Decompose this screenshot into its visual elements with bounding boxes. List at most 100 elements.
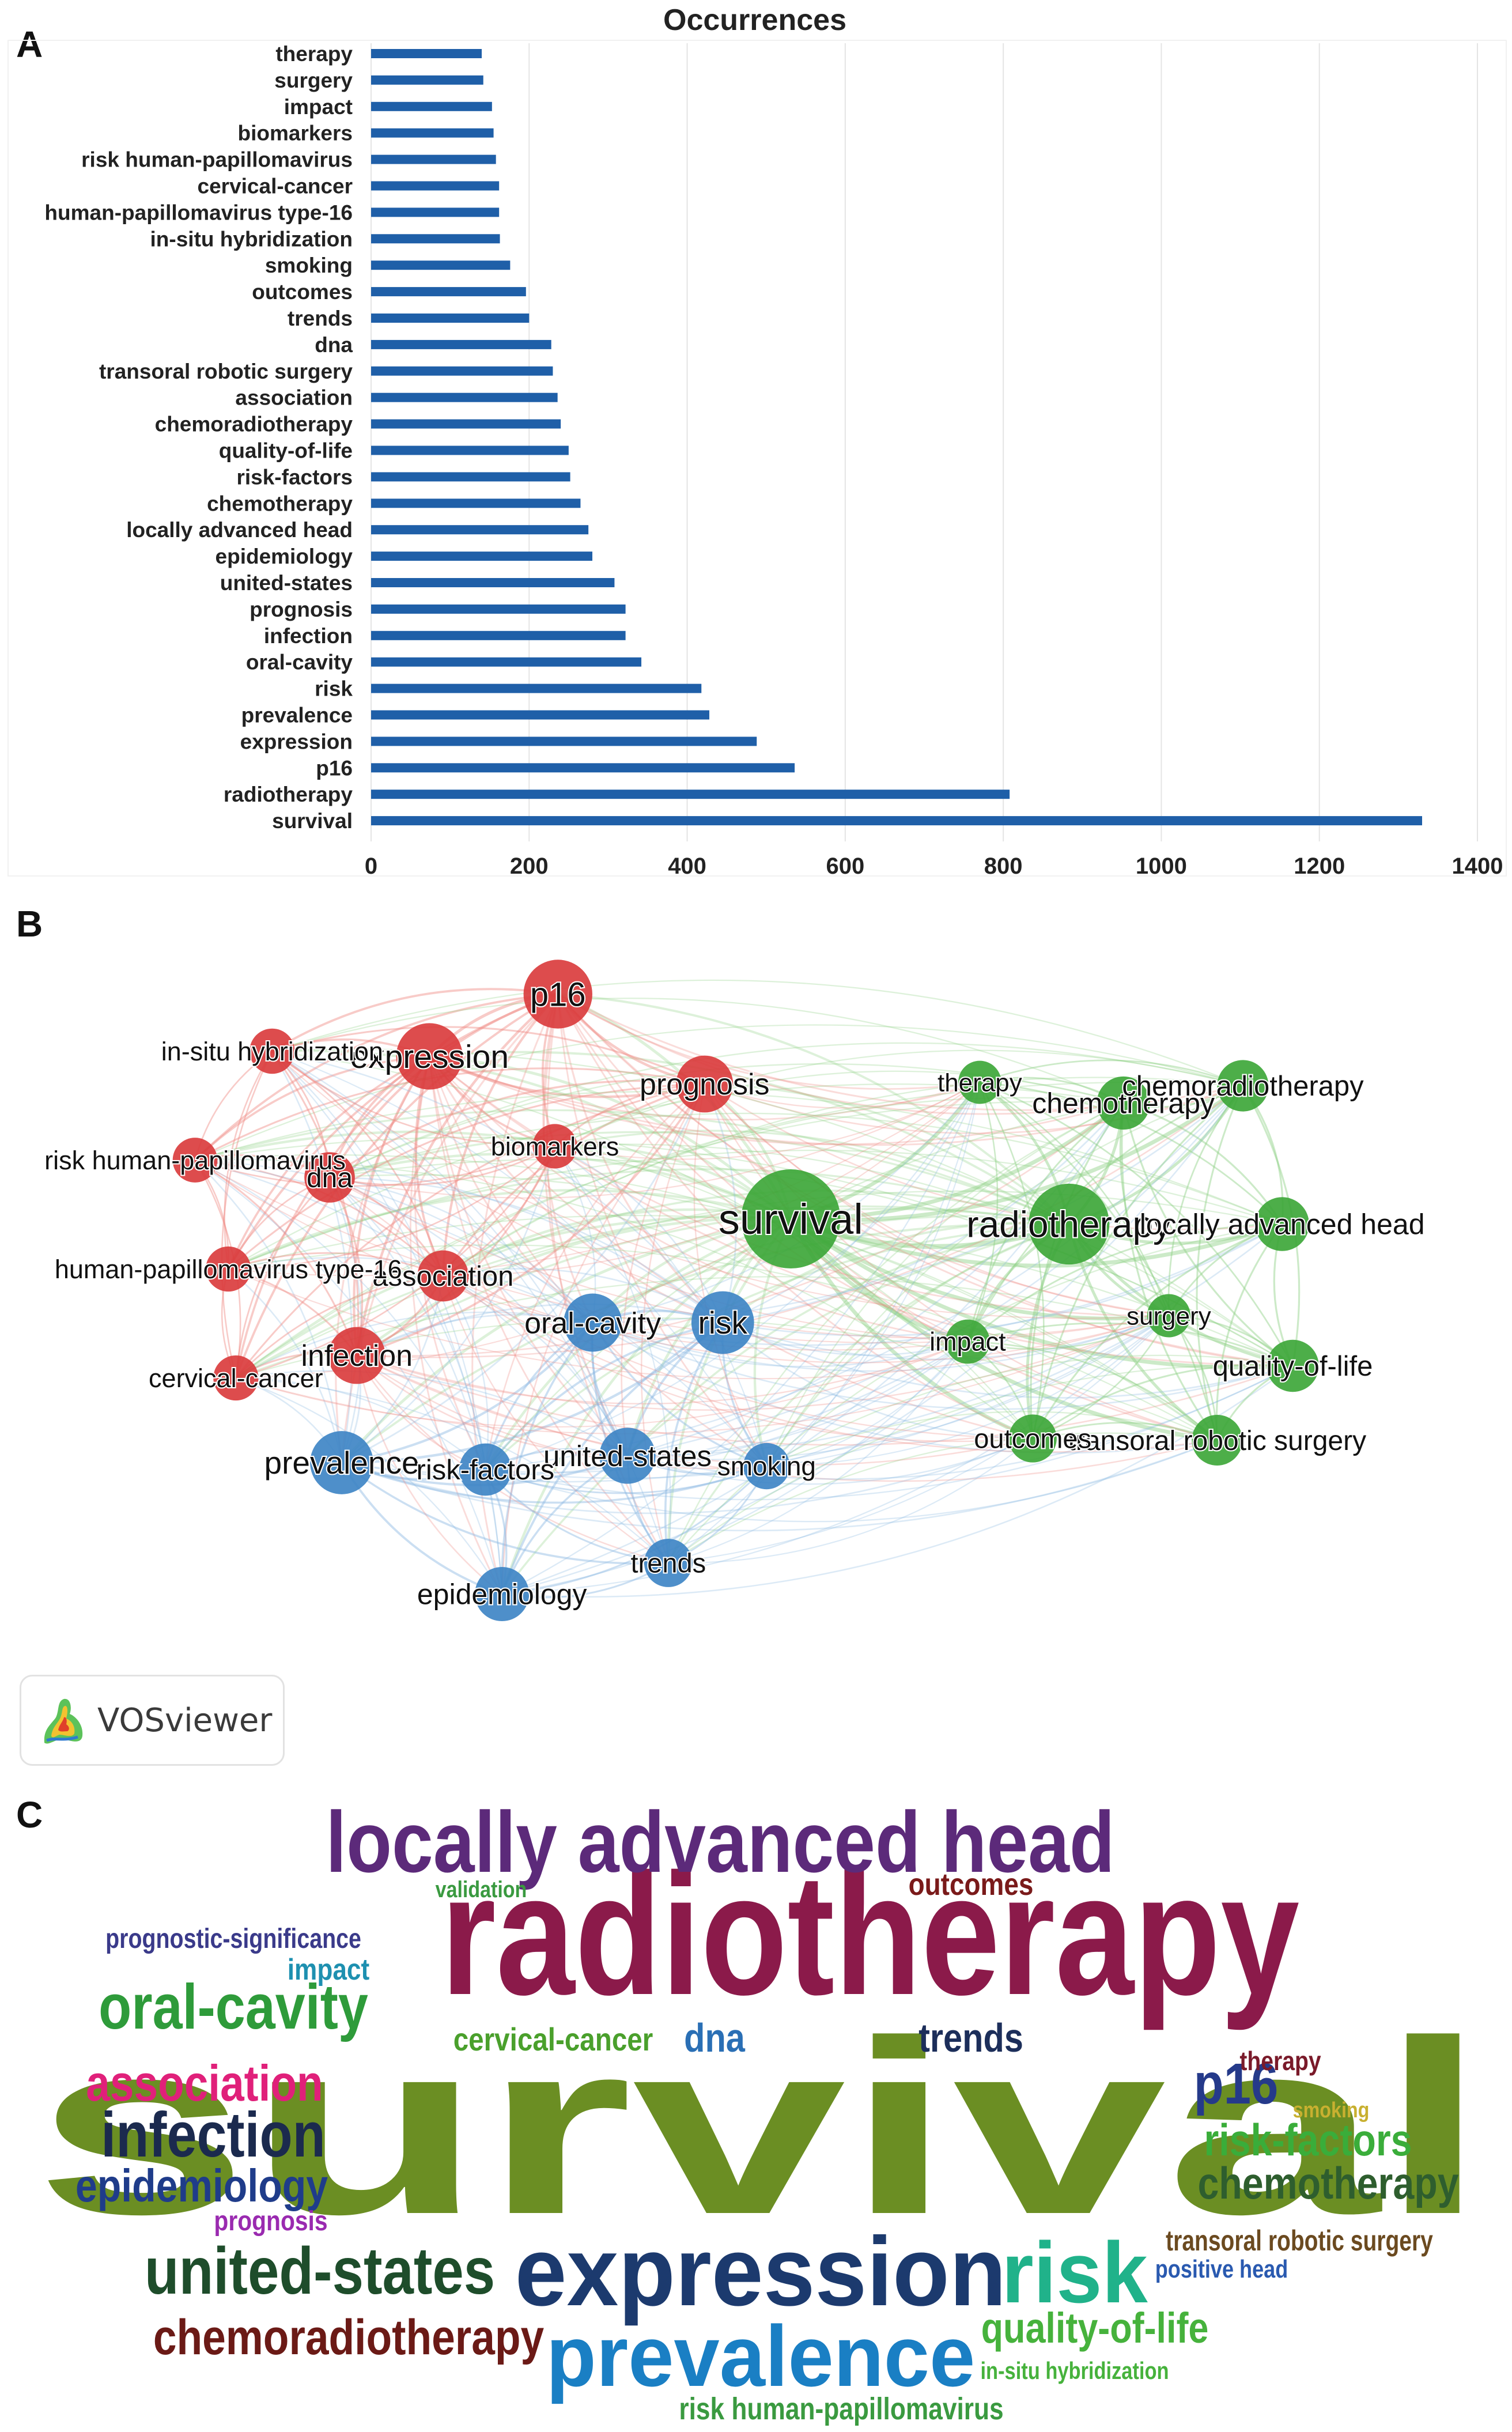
word-trends: trends (918, 2015, 1023, 2060)
y-tick-label: risk human-papillomavirus (81, 148, 353, 172)
y-tick-label: biomarkers (238, 122, 353, 145)
node-label-p16: p16 (530, 976, 586, 1013)
bar-surgery (371, 75, 483, 85)
node-label-risk-factors: risk-factors (417, 1455, 555, 1486)
word-prognosis: prognosis (214, 2206, 327, 2237)
x-tick-label: 1000 (1136, 854, 1187, 879)
node-label-oral-cavity: oral-cavity (524, 1306, 661, 1340)
word-positive-head: positive head (1155, 2255, 1288, 2283)
y-tick-label: prognosis (250, 598, 353, 621)
node-label-prognosis: prognosis (640, 1068, 769, 1101)
bar-survival (371, 816, 1422, 825)
y-tick-label: dna (315, 333, 353, 357)
node-label-trends: trends (630, 1547, 706, 1578)
y-tick-label: outcomes (252, 280, 353, 304)
bar-human-papillomavirus-type-16 (371, 207, 499, 217)
word-cervical-cancer: cervical-cancer (453, 2022, 653, 2057)
bar-cervical-cancer (371, 182, 499, 191)
bar-epidemiology (371, 552, 592, 561)
y-tick-label: in-situ hybridization (150, 227, 353, 251)
bar-trends (371, 314, 529, 323)
y-tick-label: surgery (274, 69, 353, 92)
word-smoking: smoking (1293, 2098, 1370, 2123)
word-in-situ-hybridization: in-situ hybridization (980, 2358, 1169, 2385)
bar-therapy (371, 49, 482, 58)
y-tick-label: impact (284, 95, 353, 119)
node-label-risk-human-papillomavirus: risk human-papillomavirus (44, 1146, 346, 1175)
y-tick-label: human-papillomavirus type-16 (44, 201, 353, 224)
y-tick-label: prevalence (241, 704, 353, 727)
word-association: association (86, 2055, 323, 2112)
x-tick-label: 600 (826, 854, 864, 879)
node-label-transoral-robotic-surgery: transoral robotic surgery (1068, 1426, 1367, 1456)
node-label-human-papillomavirus-type-16: human-papillomavirus type-16 (55, 1255, 402, 1284)
node-label-impact: impact (929, 1327, 1006, 1357)
x-tick-label: 200 (510, 854, 549, 879)
word-prevalence: prevalence (546, 2309, 976, 2405)
occurrences-bar-chart: 0 200 400 600 800 1000 1200 1400Occurrencesther… (0, 0, 1512, 888)
bar-biomarkers (371, 129, 494, 138)
bar-outcomes (371, 287, 526, 296)
bar-prognosis (371, 605, 626, 614)
x-tick-label: 400 (668, 854, 706, 879)
bar-oral-cavity (371, 658, 641, 667)
y-tick-label: united-states (220, 571, 353, 595)
y-tick-label: infection (264, 624, 353, 648)
vosviewer-logo-text: VOSviewer (97, 1702, 272, 1739)
y-tick-label: quality-of-life (219, 439, 353, 463)
vosviewer-logo: VOSviewer (20, 1675, 285, 1766)
y-tick-label: survival (272, 809, 353, 833)
node-label-therapy: therapy (938, 1068, 1022, 1097)
bar-infection (371, 631, 626, 640)
node-label-biomarkers: biomarkers (491, 1132, 619, 1161)
y-tick-label: p16 (316, 756, 353, 780)
bar-transoral-robotic-surgery (371, 367, 553, 376)
word-therapy: therapy (1239, 2046, 1321, 2076)
chart-title: Occurrences (663, 3, 846, 37)
edge-locally-advanced-head-transoral-robotic-surgery (1216, 1224, 1282, 1440)
node-label-outcomes: outcomes (974, 1423, 1091, 1453)
node-label-locally-advanced-head: locally advanced head (1140, 1209, 1425, 1241)
x-tick-label: 0 (365, 854, 377, 879)
node-label-chemoradiotherapy: chemoradiotherapy (1122, 1071, 1364, 1102)
bar-association (371, 393, 558, 402)
word-chemotherapy: chemotherapy (1197, 2158, 1458, 2208)
word-risk-human-papillomavirus: risk human-papillomavirus (679, 2392, 1003, 2426)
bar-in-situ-hybridization (371, 234, 500, 243)
bar-quality-of-life (371, 446, 569, 455)
bar-chemoradiotherapy (371, 420, 561, 429)
y-tick-label: transoral robotic surgery (99, 360, 353, 383)
node-label-cervical-cancer: cervical-cancer (149, 1364, 323, 1393)
x-tick-label: 1400 (1452, 854, 1503, 879)
node-label-survival: survival (719, 1195, 863, 1243)
y-tick-label: cervical-cancer (198, 175, 353, 198)
bar-dna (371, 340, 551, 349)
bar-locally-advanced-head (371, 525, 588, 534)
y-tick-label: chemotherapy (207, 492, 353, 515)
vosviewer-icon (41, 1694, 87, 1746)
y-tick-label: locally advanced head (126, 518, 353, 542)
word-epidemiology: epidemiology (75, 2160, 328, 2211)
word-outcomes: outcomes (909, 1867, 1034, 1902)
bar-chemotherapy (371, 499, 580, 508)
node-label-surgery: surgery (1127, 1302, 1211, 1331)
word-validation: validation (436, 1876, 527, 1902)
y-tick-label: smoking (265, 254, 353, 277)
node-label-risk: risk (698, 1305, 747, 1340)
bar-radiotherapy (371, 790, 1010, 799)
y-tick-label: trends (288, 307, 353, 330)
y-tick-label: expression (240, 730, 353, 753)
word-prognostic-significance: prognostic-significance (105, 1923, 361, 1954)
word-united-states: united-states (145, 2233, 495, 2308)
node-label-smoking: smoking (717, 1451, 816, 1481)
word-dna: dna (684, 2015, 746, 2060)
y-tick-label: therapy (275, 42, 353, 66)
bar-expression (371, 737, 757, 746)
y-tick-label: association (235, 386, 353, 410)
bar-risk-human-papillomavirus (371, 155, 496, 164)
bar-risk (371, 684, 701, 693)
x-tick-label: 1200 (1294, 854, 1345, 879)
y-tick-label: radiotherapy (224, 783, 353, 806)
word-transoral-robotic-surgery: transoral robotic surgery (1166, 2224, 1433, 2257)
y-tick-label: risk-factors (236, 465, 353, 489)
